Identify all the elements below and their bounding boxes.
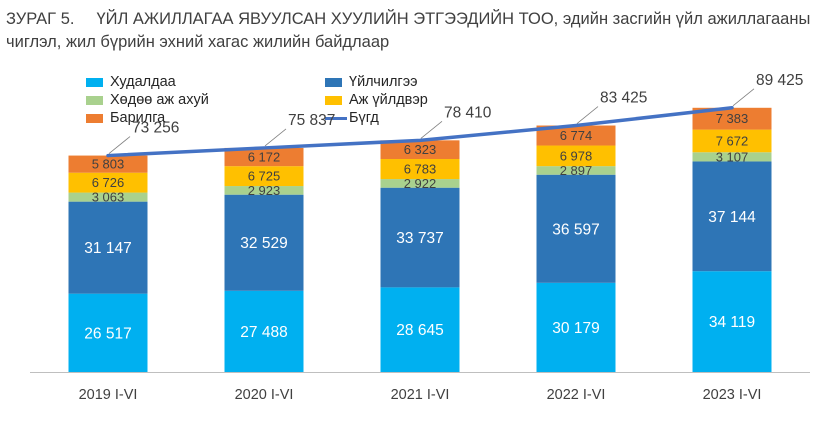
- legend-label-agriculture: Хөдөө аж ахуй: [110, 92, 209, 108]
- data-label-trade-1: 26 517: [84, 325, 131, 342]
- data-label-construction-1: 5 803: [92, 157, 125, 172]
- title-text: ҮЙЛ АЖИЛЛАГАА ЯВУУЛСАН ХУУЛИЙН ЭТГЭЭДИЙН…: [6, 10, 811, 51]
- bar-segment-construction-3: [380, 140, 460, 160]
- data-label-agriculture-4: 2 897: [560, 163, 593, 178]
- bar-segment-industry-5: [692, 129, 772, 153]
- data-label-trade-5: 34 119: [709, 314, 755, 331]
- total-label-5: 89 425: [756, 72, 803, 89]
- data-label-construction-2: 6 172: [248, 150, 281, 165]
- bar-segment-agriculture-1: [68, 192, 148, 202]
- data-label-services-1: 31 147: [84, 240, 131, 257]
- bar-segment-agriculture-4: [536, 166, 616, 175]
- total-label-2: 75 837: [288, 112, 335, 129]
- legend-label-construction: Барилга: [110, 110, 166, 126]
- legend-label-industry: Аж үйлдвэр: [349, 92, 428, 108]
- bar-segment-industry-3: [380, 159, 460, 180]
- legend: Худалдаа Хөдөө аж ахуй Барилга Үйлчилгээ…: [86, 74, 506, 130]
- bar-segment-industry-1: [68, 172, 148, 193]
- bar-segment-trade-1: [68, 293, 148, 372]
- data-label-trade-2: 27 488: [240, 324, 287, 341]
- total-leader-line-4: [576, 106, 599, 124]
- total-leader-line-1: [108, 136, 131, 154]
- total-leader-line-5: [732, 88, 755, 107]
- x-tick-label-4: 2022 I-VI: [547, 387, 606, 403]
- bar-segment-agriculture-5: [692, 152, 772, 162]
- data-label-construction-4: 6 774: [560, 128, 593, 143]
- bar-segment-services-2: [224, 194, 304, 291]
- bar-segment-agriculture-2: [224, 186, 304, 195]
- data-label-agriculture-3: 2 922: [404, 176, 437, 191]
- bar-segment-agriculture-3: [380, 179, 460, 188]
- data-label-agriculture-1: 3 063: [92, 190, 125, 205]
- chart-title: ЗУРАГ 5. ҮЙЛ АЖИЛЛАГАА ЯВУУЛСАН ХУУЛИЙН Э…: [6, 8, 828, 54]
- bar-segment-construction-2: [224, 147, 304, 167]
- data-label-industry-1: 6 726: [92, 175, 125, 190]
- figure-number: ЗУРАГ 5.: [6, 10, 75, 28]
- total-leader-line-3: [420, 121, 443, 139]
- data-label-trade-4: 30 179: [552, 320, 599, 337]
- data-label-services-4: 36 597: [552, 221, 599, 238]
- legend-line-total: [325, 117, 347, 120]
- total-label-3: 78 410: [444, 104, 492, 121]
- data-label-trade-3: 28 645: [396, 322, 443, 339]
- bar-segment-construction-5: [692, 107, 772, 130]
- bar-segment-construction-4: [536, 125, 616, 146]
- bar-segment-services-1: [68, 201, 148, 294]
- legend-swatch-industry: [325, 96, 342, 105]
- bar-segment-services-5: [692, 161, 772, 272]
- data-label-industry-3: 6 783: [404, 162, 437, 177]
- bar-segment-trade-5: [692, 271, 772, 372]
- bar-segment-services-3: [380, 187, 460, 288]
- x-tick-label-5: 2023 I-VI: [703, 387, 762, 403]
- legend-swatch-construction: [86, 114, 103, 123]
- total-label-1: 73 256: [132, 120, 179, 137]
- data-label-services-5: 37 144: [708, 209, 756, 226]
- bar-segment-industry-4: [536, 145, 616, 167]
- bar-segment-trade-2: [224, 290, 304, 372]
- data-label-agriculture-5: 3 107: [716, 149, 749, 164]
- total-label-4: 83 425: [600, 90, 647, 107]
- data-label-industry-2: 6 725: [248, 169, 281, 184]
- legend-label-trade: Худалдаа: [110, 74, 176, 90]
- bar-segment-trade-4: [536, 282, 616, 372]
- data-label-agriculture-2: 2 923: [248, 183, 281, 198]
- legend-swatch-services: [325, 78, 342, 87]
- legend-swatch-trade: [86, 78, 103, 87]
- x-tick-label-1: 2019 I-VI: [79, 387, 138, 403]
- total-leader-line-2: [264, 128, 287, 147]
- data-label-construction-3: 6 323: [404, 142, 437, 157]
- x-tick-label-3: 2021 I-VI: [391, 387, 450, 403]
- legend-swatch-agriculture: [86, 96, 103, 105]
- data-label-services-2: 32 529: [240, 235, 287, 252]
- bar-segment-construction-1: [68, 155, 148, 173]
- data-label-industry-4: 6 978: [560, 148, 593, 163]
- bar-segment-services-4: [536, 174, 616, 283]
- data-label-industry-5: 7 672: [716, 133, 749, 148]
- data-label-services-3: 33 737: [396, 230, 443, 247]
- bar-segment-trade-3: [380, 287, 460, 372]
- total-line: [106, 106, 734, 158]
- data-label-construction-5: 7 383: [716, 111, 749, 126]
- bar-segment-industry-2: [224, 166, 304, 187]
- legend-label-services: Үйлчилгээ: [349, 74, 418, 90]
- legend-label-total: Бүгд: [349, 110, 379, 126]
- x-tick-label-2: 2020 I-VI: [235, 387, 294, 403]
